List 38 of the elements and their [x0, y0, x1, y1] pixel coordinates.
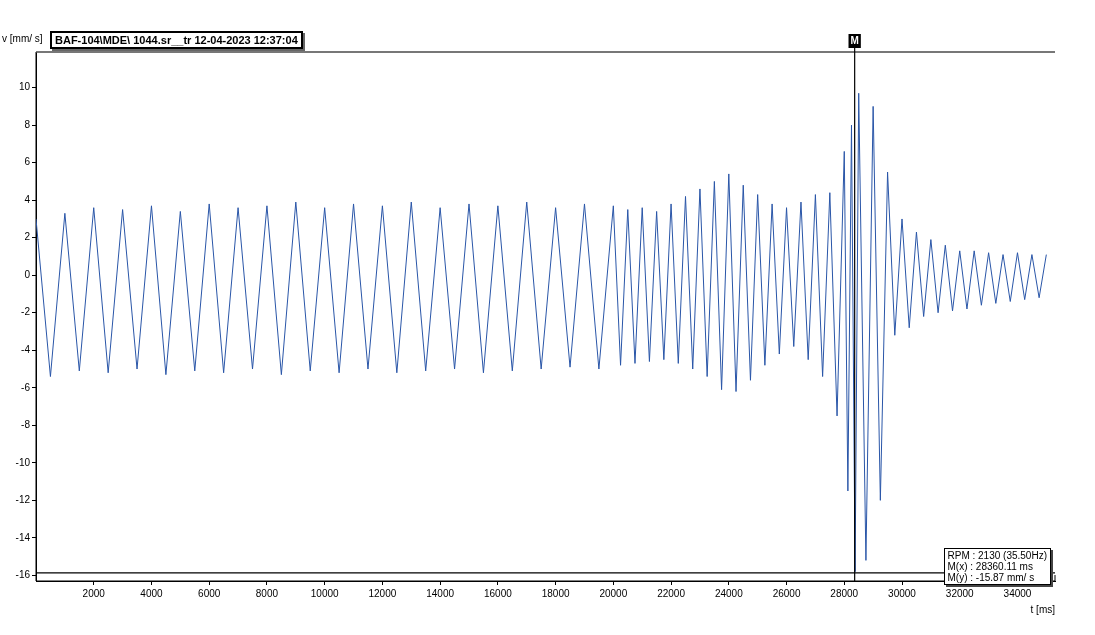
x-tick-label: 10000 [310, 587, 340, 599]
ref-line-label: M [850, 34, 859, 46]
y-tick-label: 2 [24, 231, 31, 243]
x-tick-label: 32000 [945, 587, 975, 599]
x-tick-label: 18000 [541, 587, 570, 599]
x-tick-label: 6000 [198, 587, 221, 599]
x-tick-label: 34000 [1003, 587, 1032, 599]
x-tick-label: 28000 [830, 587, 859, 599]
x-tick-label: 26000 [772, 587, 801, 599]
x-tick-label: 24000 [714, 587, 744, 599]
x-tick-label: 2000 [82, 587, 106, 599]
annotation: M(y) : -15.87 mm/ s [947, 572, 1036, 583]
y-tick-label: 0 [24, 268, 31, 280]
annotation: RPM : 2130 (35.50Hz) [947, 550, 1047, 561]
y-tick-label: 10 [18, 81, 31, 93]
y-tick-label: -10 [15, 456, 31, 468]
x-tick-label: 14000 [426, 587, 455, 599]
x-tick-label: 30000 [888, 587, 917, 599]
x-tick-label: 8000 [255, 587, 279, 599]
y-tick-label: 4 [24, 193, 31, 205]
y-tick-label: -12 [15, 494, 31, 506]
y-tick-label: 6 [24, 156, 31, 168]
y-tick-label: -16 [15, 569, 31, 581]
x-tick-label: 20000 [599, 587, 628, 599]
chart-title: BAF-104\MDE\ 1044.sr__tr 12-04-2023 12:37:04 [50, 31, 303, 49]
x-tick-label: 12000 [368, 587, 397, 599]
annotation: M(x) : 28360.11 ms [947, 561, 1033, 572]
y-tick-label: -8 [21, 419, 31, 431]
y-tick-label: -2 [21, 306, 31, 318]
x-tick-label: 4000 [140, 587, 164, 599]
y-tick-label: 8 [24, 118, 31, 130]
x-tick-label: 16000 [483, 587, 513, 599]
y-tick-label: -14 [15, 531, 31, 543]
y-tick-label: -6 [21, 381, 31, 393]
x-tick-label: 22000 [657, 587, 686, 599]
y-tick-label: -4 [21, 344, 31, 356]
x-axis-title: t [ms] [1030, 604, 1055, 615]
y-axis-title: v [mm/ s] [2, 33, 43, 44]
